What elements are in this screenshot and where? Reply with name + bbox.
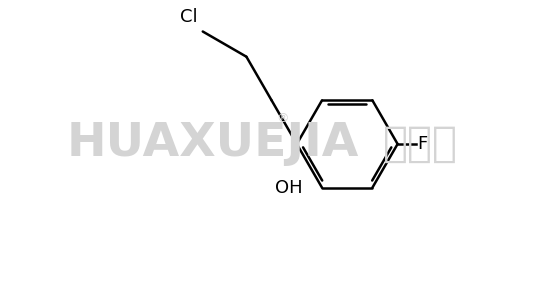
- Text: HUAXUEJIA: HUAXUEJIA: [67, 122, 359, 166]
- Text: ®: ®: [277, 111, 289, 125]
- Text: OH: OH: [275, 179, 302, 197]
- Text: 化学加: 化学加: [382, 123, 458, 165]
- Text: F: F: [418, 135, 428, 153]
- Text: Cl: Cl: [180, 7, 198, 26]
